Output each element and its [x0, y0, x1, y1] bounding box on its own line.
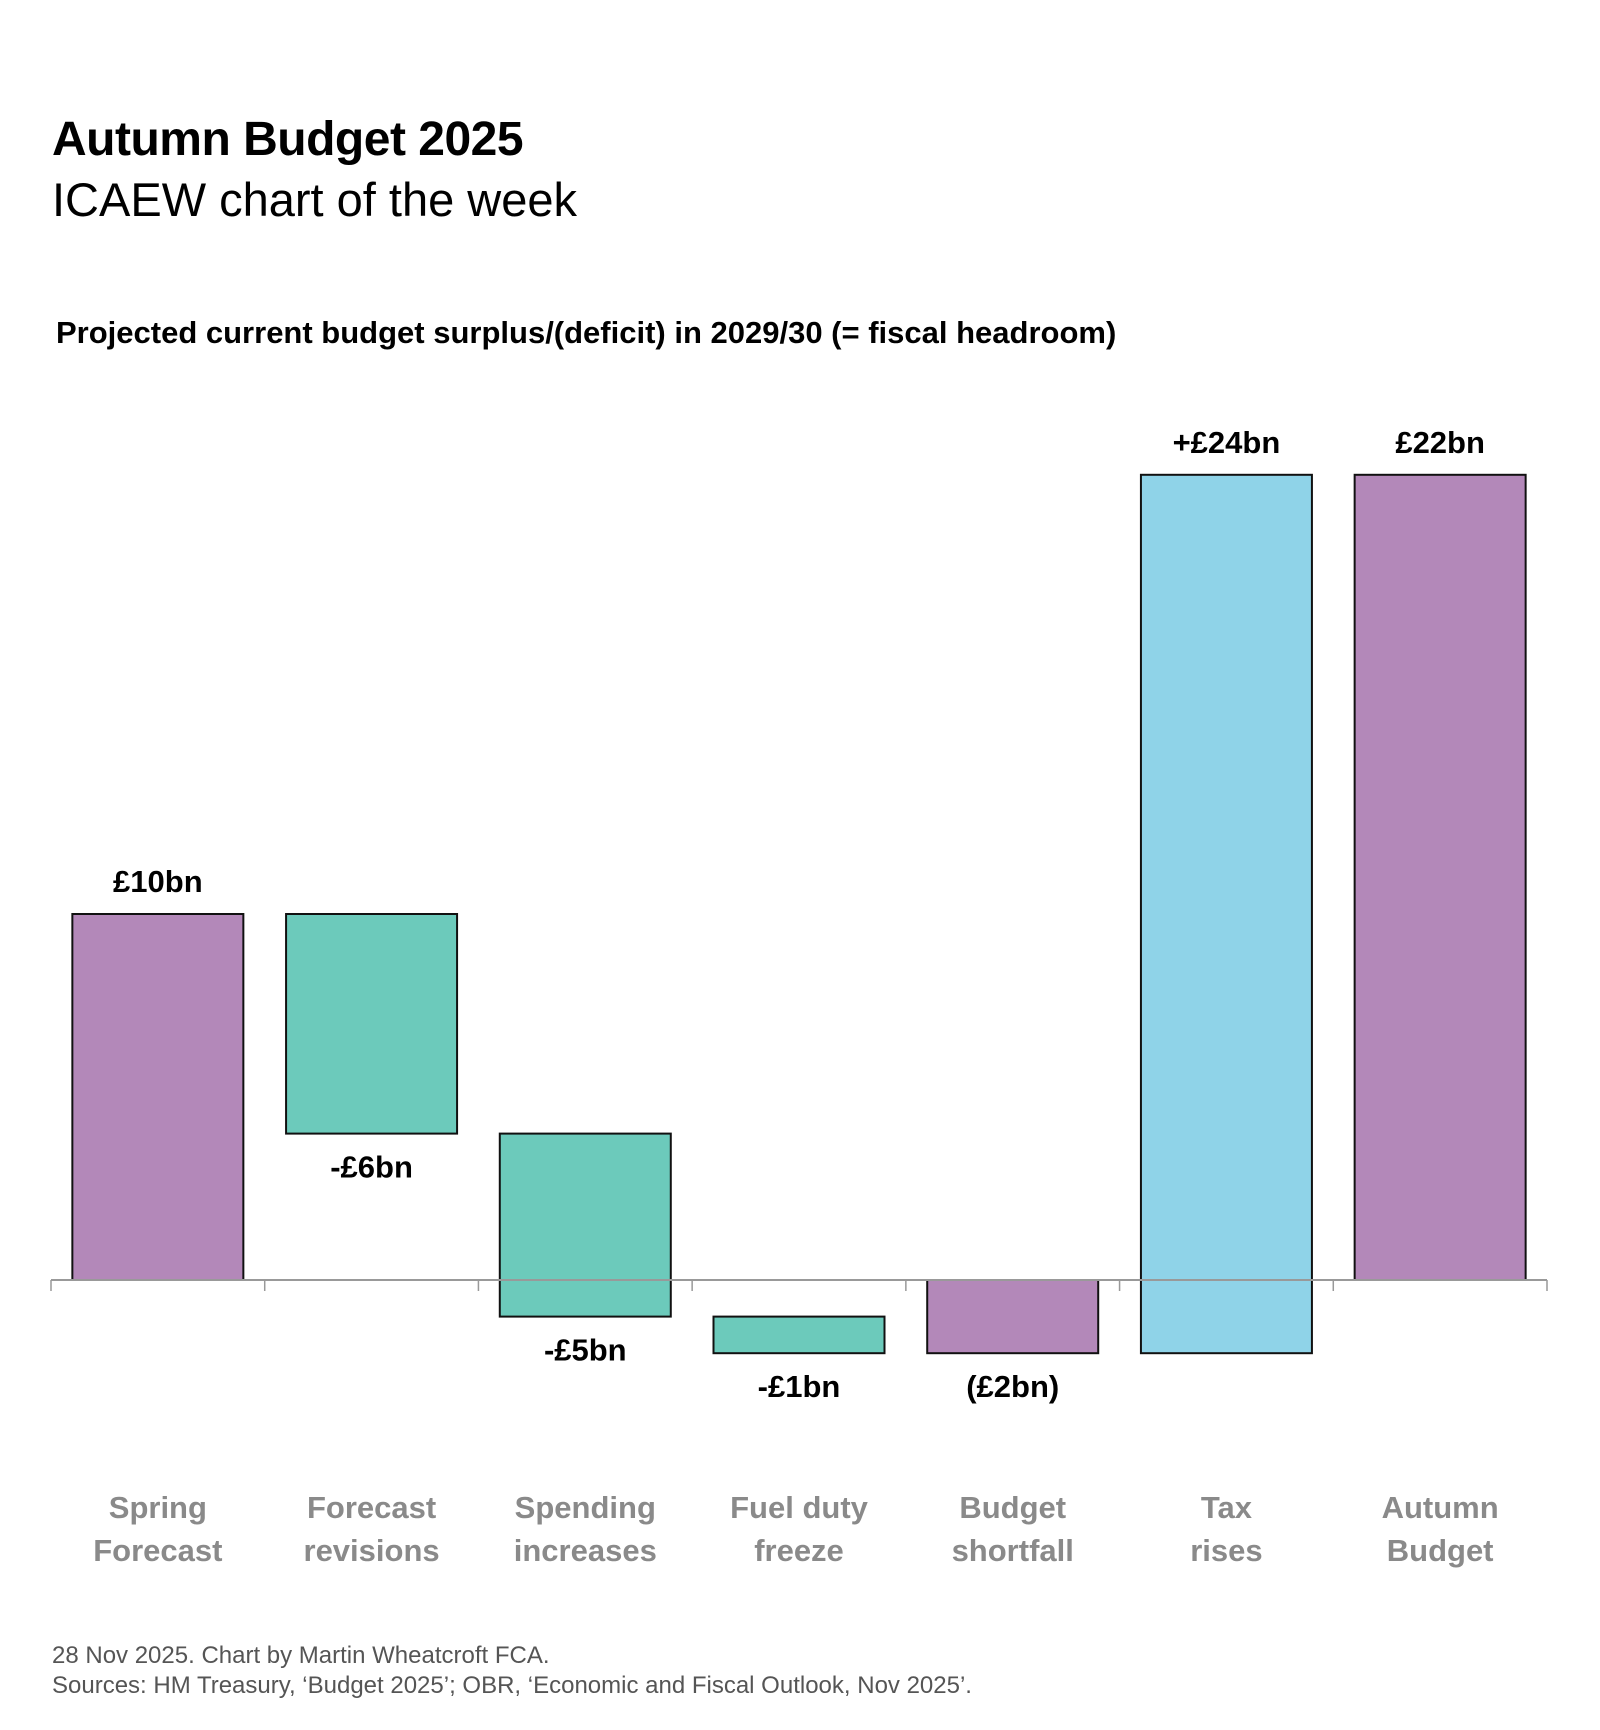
category-label: freeze	[754, 1533, 844, 1568]
category-label: rises	[1190, 1533, 1262, 1568]
bar	[1139, 473, 1313, 1355]
category-label: Budget	[959, 1490, 1066, 1525]
category-label: Spring	[109, 1490, 207, 1525]
bar	[285, 913, 459, 1135]
data-label: £10bn	[113, 864, 203, 899]
category-label: revisions	[304, 1533, 440, 1568]
page-subtitle: ICAEW chart of the week	[52, 173, 578, 226]
category-label: shortfall	[952, 1533, 1074, 1568]
bar	[926, 1279, 1100, 1355]
bar	[71, 913, 245, 1281]
category-label: increases	[514, 1533, 657, 1568]
data-label: £22bn	[1395, 425, 1485, 460]
category-label: Spending	[515, 1490, 656, 1525]
page-title: Autumn Budget 2025	[52, 113, 524, 166]
category-label: Budget	[1387, 1533, 1494, 1568]
category-label: Forecast	[93, 1533, 222, 1568]
chart-title: Projected current budget surplus/(defici…	[56, 315, 1117, 350]
category-label: Fuel duty	[730, 1490, 869, 1525]
category-label: Autumn	[1382, 1490, 1499, 1525]
category-label: Tax	[1201, 1490, 1253, 1525]
data-label: +£24bn	[1173, 425, 1281, 460]
data-label: (£2bn)	[966, 1369, 1059, 1404]
data-label: -£5bn	[544, 1333, 627, 1368]
footer-credit: 28 Nov 2025. Chart by Martin Wheatcroft …	[52, 1642, 550, 1669]
bar	[1353, 473, 1527, 1281]
data-label: -£6bn	[330, 1150, 413, 1185]
data-label: -£1bn	[758, 1369, 841, 1404]
footer-sources: Sources: HM Treasury, ‘Budget 2025’; OBR…	[52, 1672, 972, 1699]
bar	[498, 1132, 672, 1318]
category-label: Forecast	[307, 1490, 436, 1525]
bar	[712, 1315, 886, 1355]
